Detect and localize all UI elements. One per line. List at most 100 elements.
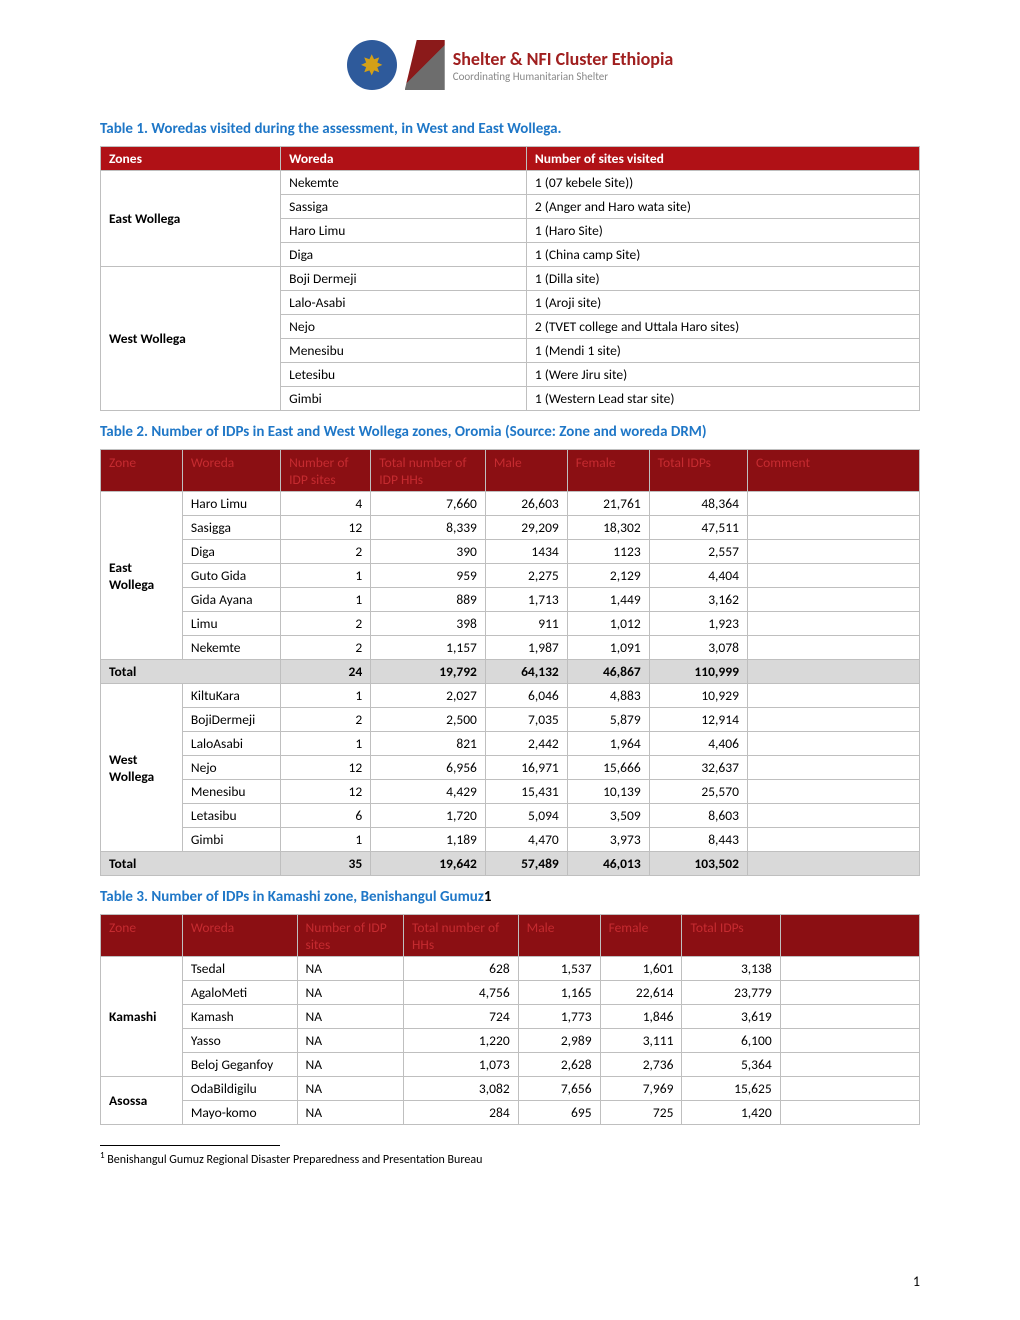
- table-cell: Kamash: [182, 1005, 297, 1029]
- table-cell: 3,138: [682, 957, 780, 981]
- table-cell: 911: [485, 612, 567, 636]
- table-cell: 1,601: [600, 957, 682, 981]
- table-cell: 7,656: [518, 1077, 600, 1101]
- table-cell: 6,100: [682, 1029, 780, 1053]
- woreda-cell: Sassiga: [281, 195, 527, 219]
- total-cell: [747, 660, 919, 684]
- t2-h-male: Male: [485, 450, 567, 492]
- t1-h-woreda: Woreda: [281, 147, 527, 171]
- total-label: Total: [101, 660, 281, 684]
- table-cell: 1,165: [518, 981, 600, 1005]
- table-cell: 3,078: [649, 636, 747, 660]
- table-cell: OdaBildigilu: [182, 1077, 297, 1101]
- table-cell: [747, 684, 919, 708]
- table1: Zones Woreda Number of sites visited Eas…: [100, 146, 920, 411]
- table-cell: NA: [297, 1101, 403, 1125]
- total-label: Total: [101, 852, 281, 876]
- table-cell: 32,637: [649, 756, 747, 780]
- table-cell: 4: [281, 492, 371, 516]
- sites-cell: 1 (Mendi 1 site): [526, 339, 919, 363]
- table-cell: 1: [281, 732, 371, 756]
- sites-cell: 2 (Anger and Haro wata site): [526, 195, 919, 219]
- table-cell: [747, 708, 919, 732]
- table-cell: 1,713: [485, 588, 567, 612]
- t3-h-hhs: Total number of HHs: [404, 915, 519, 957]
- table-cell: 398: [371, 612, 486, 636]
- table-cell: 8,339: [371, 516, 486, 540]
- table-cell: 5,364: [682, 1053, 780, 1077]
- zone-cell: Asossa: [101, 1077, 183, 1125]
- table-cell: NA: [297, 1077, 403, 1101]
- table-cell: 3,082: [404, 1077, 519, 1101]
- table-cell: 23,779: [682, 981, 780, 1005]
- table-cell: 1,012: [567, 612, 649, 636]
- table-cell: [747, 492, 919, 516]
- table-cell: 4,406: [649, 732, 747, 756]
- table-cell: 2,736: [600, 1053, 682, 1077]
- table-cell: 628: [404, 957, 519, 981]
- total-cell: 103,502: [649, 852, 747, 876]
- table-cell: 15,625: [682, 1077, 780, 1101]
- table-cell: [780, 1005, 919, 1029]
- t2-h-comment: Comment: [747, 450, 919, 492]
- table-cell: 1,987: [485, 636, 567, 660]
- table-cell: 8,603: [649, 804, 747, 828]
- table-cell: 1,964: [567, 732, 649, 756]
- table-cell: 2: [281, 636, 371, 660]
- table-cell: 47,511: [649, 516, 747, 540]
- table-cell: [747, 516, 919, 540]
- table-cell: 21,761: [567, 492, 649, 516]
- table-cell: 2,989: [518, 1029, 600, 1053]
- table-cell: 29,209: [485, 516, 567, 540]
- t2-h-total: Total IDPs: [649, 450, 747, 492]
- t2-h-woreda: Woreda: [182, 450, 280, 492]
- table-cell: 16,971: [485, 756, 567, 780]
- table-cell: Haro Limu: [182, 492, 280, 516]
- table-cell: Nejo: [182, 756, 280, 780]
- table-cell: 2,442: [485, 732, 567, 756]
- table-cell: NA: [297, 1005, 403, 1029]
- table-cell: Nekemte: [182, 636, 280, 660]
- sites-cell: 1 (China camp Site): [526, 243, 919, 267]
- table3: Zone Woreda Number of IDP sites Total nu…: [100, 914, 920, 1125]
- table-cell: [780, 957, 919, 981]
- table-cell: KiltuKara: [182, 684, 280, 708]
- table-cell: [747, 828, 919, 852]
- total-cell: 64,132: [485, 660, 567, 684]
- table-cell: Gimbi: [182, 828, 280, 852]
- table-cell: NA: [297, 957, 403, 981]
- table-cell: [747, 780, 919, 804]
- t2-h-hhs: Total number of IDP HHs: [371, 450, 486, 492]
- table-cell: 8,443: [649, 828, 747, 852]
- table3-footref[interactable]: 1: [484, 888, 492, 906]
- table-cell: 2: [281, 540, 371, 564]
- table-cell: [747, 564, 919, 588]
- table2: Zone Woreda Number of IDP sites Total nu…: [100, 449, 920, 876]
- table-cell: [747, 588, 919, 612]
- table-cell: NA: [297, 981, 403, 1005]
- table-cell: 5,879: [567, 708, 649, 732]
- total-cell: [747, 852, 919, 876]
- sites-cell: 1 (Haro Site): [526, 219, 919, 243]
- table-cell: 2,557: [649, 540, 747, 564]
- table-cell: Menesibu: [182, 780, 280, 804]
- t2-h-zone: Zone: [101, 450, 183, 492]
- sites-cell: 1 (Aroji site): [526, 291, 919, 315]
- zone-cell: Kamashi: [101, 957, 183, 1077]
- sites-cell: 1 (Dilla site): [526, 267, 919, 291]
- ethiopia-emblem-icon: ✸: [347, 40, 397, 90]
- logo-title: Shelter & NFI Cluster Ethiopia: [453, 48, 674, 70]
- table-cell: 1,773: [518, 1005, 600, 1029]
- table-cell: 10,139: [567, 780, 649, 804]
- table-cell: 821: [371, 732, 486, 756]
- table-cell: 1,189: [371, 828, 486, 852]
- table-cell: 2,129: [567, 564, 649, 588]
- t3-h-zone: Zone: [101, 915, 183, 957]
- table-cell: 3,973: [567, 828, 649, 852]
- table-cell: Yasso: [182, 1029, 297, 1053]
- woreda-cell: Diga: [281, 243, 527, 267]
- table-cell: 12: [281, 780, 371, 804]
- total-cell: 35: [281, 852, 371, 876]
- t2-h-sites: Number of IDP sites: [281, 450, 371, 492]
- t1-h-zones: Zones: [101, 147, 281, 171]
